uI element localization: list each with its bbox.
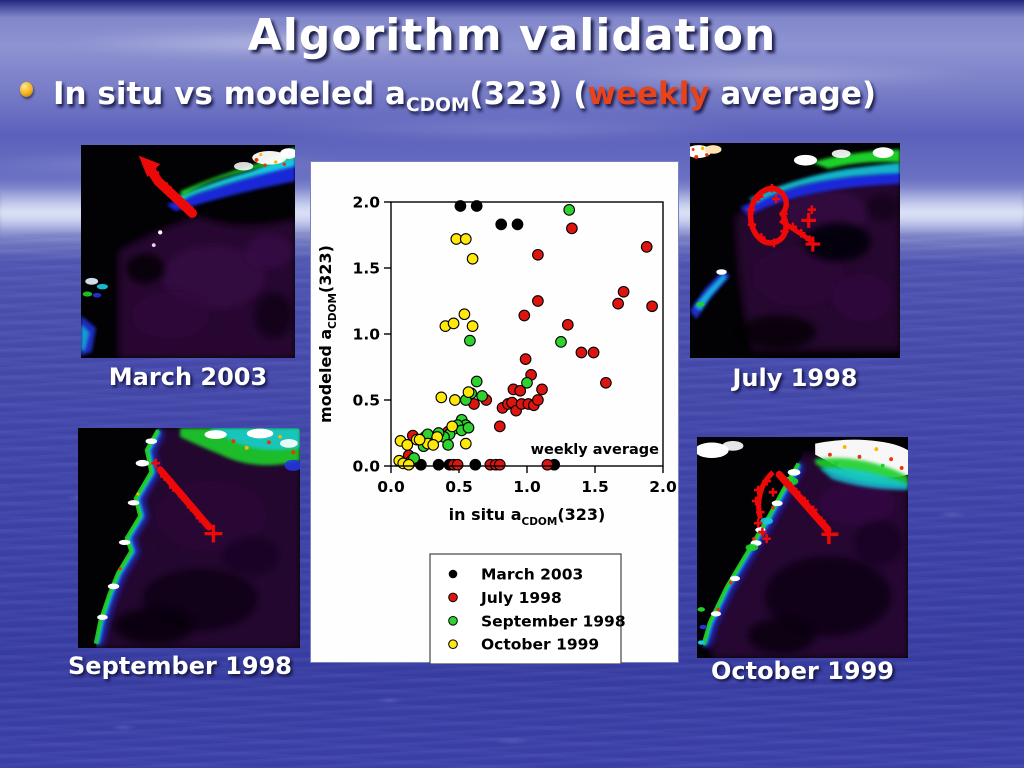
legend-label: March 2003 [481, 566, 583, 584]
cruise-track-october [751, 470, 839, 545]
data-point [401, 439, 414, 451]
bullet-text-subscript: CDOM [405, 95, 470, 117]
data-point [476, 390, 488, 402]
satellite-image-october-1999 [697, 437, 908, 658]
bullet-line: In situ vs modeled aCDOM(323) (weekly av… [20, 76, 1010, 116]
data-point [449, 394, 461, 406]
data-point [451, 458, 464, 471]
legend-marker [448, 639, 458, 650]
data-point [469, 458, 482, 471]
data-point [532, 248, 544, 261]
data-point [446, 420, 459, 433]
cloud-wisp [250, 120, 770, 140]
legend-marker [448, 569, 458, 579]
data-point [532, 394, 544, 406]
data-point [495, 218, 508, 231]
bullet-text-mid: (323) ( [469, 76, 588, 112]
data-point [518, 309, 531, 322]
satellite-image-september-1998 [78, 428, 300, 648]
data-point [566, 222, 578, 235]
data-point [459, 233, 472, 245]
legend-label: September 1998 [481, 612, 626, 630]
cruise-track-march [138, 155, 197, 218]
satellite-image-march-2003 [81, 145, 295, 358]
plot-frame [390, 201, 664, 467]
cloud-wisp [560, 64, 990, 86]
data-point [466, 320, 479, 332]
data-point [435, 391, 448, 404]
data-point [532, 295, 544, 307]
legend-box [429, 553, 622, 664]
cloud-wisp [60, 30, 480, 56]
data-point [432, 458, 445, 471]
data-point [470, 200, 483, 212]
data-point [454, 200, 467, 212]
data-point [575, 346, 588, 359]
x-tick-label: 0.5 [445, 478, 472, 496]
data-point [600, 376, 612, 389]
data-point [541, 458, 554, 471]
data-point [555, 336, 567, 348]
x-tick-label: 1.5 [581, 478, 608, 496]
data-point [493, 458, 506, 471]
bullet-text-highlight: weekly [587, 76, 710, 112]
data-point [646, 300, 658, 313]
data-point [514, 384, 527, 397]
y-axis-label: modeled aCDOM(323) [316, 245, 339, 423]
data-point [462, 421, 475, 434]
data-point [462, 386, 475, 398]
x-axis-label: in situ aCDOM(323) [449, 505, 606, 528]
caption-october-1999: October 1999 [710, 657, 895, 685]
data-point [561, 318, 574, 331]
data-point [464, 334, 476, 347]
data-point [458, 308, 471, 321]
data-point [427, 439, 440, 451]
data-point [617, 285, 630, 298]
y-tick-label: 0.0 [353, 458, 381, 476]
bullet-text-prefix: In situ vs modeled a [53, 76, 406, 112]
data-point [587, 346, 600, 359]
caption-september-1998: September 1998 [68, 652, 292, 680]
data-point [521, 376, 533, 389]
y-tick-label: 0.5 [353, 392, 380, 410]
caption-march-2003: March 2003 [108, 363, 268, 391]
data-point [536, 383, 548, 396]
data-point [447, 317, 460, 330]
caption-july-1998: July 1998 [732, 364, 858, 392]
plot-legend: March 2003 July 1998 September 1998 October… [429, 553, 626, 664]
y-tick-label: 1.5 [353, 260, 380, 278]
scatter-plot-panel: 0.0 0.5 1.0 1.5 2.0 0.0 0.5 1.0 1.5 2.0 weekly av… [310, 161, 679, 664]
slide-title: Algorithm validation [247, 10, 777, 61]
legend-label: July 1998 [480, 589, 562, 607]
legend-marker [448, 592, 458, 603]
y-tick-label: 2.0 [353, 194, 381, 212]
data-point [466, 252, 479, 265]
legend-label: October 1999 [481, 636, 599, 654]
data-point [402, 458, 415, 471]
data-point [413, 433, 426, 446]
satellite-image-july-1998 [690, 143, 900, 358]
plot-annotation: weekly average [531, 442, 660, 458]
cruise-track-september [151, 458, 223, 543]
bullet-text-suffix: average) [709, 76, 877, 112]
legend-marker [448, 616, 458, 626]
data-point [470, 375, 483, 388]
data-point [442, 439, 454, 451]
cruise-track-july [746, 183, 821, 252]
x-tick-label: 1.0 [513, 478, 541, 496]
y-tick-label: 1.0 [353, 326, 381, 344]
data-point [612, 297, 624, 310]
data-point [519, 353, 532, 365]
scatter-plot: 0.0 0.5 1.0 1.5 2.0 0.0 0.5 1.0 1.5 2.0 weekly av… [316, 194, 677, 664]
data-point [563, 204, 576, 216]
data-point [493, 420, 506, 433]
x-tick-label: 2.0 [649, 478, 677, 496]
data-point [459, 437, 472, 450]
data-point [640, 241, 653, 253]
data-point [511, 218, 524, 231]
bullet-icon [20, 82, 33, 97]
x-tick-label: 0.0 [377, 478, 405, 496]
